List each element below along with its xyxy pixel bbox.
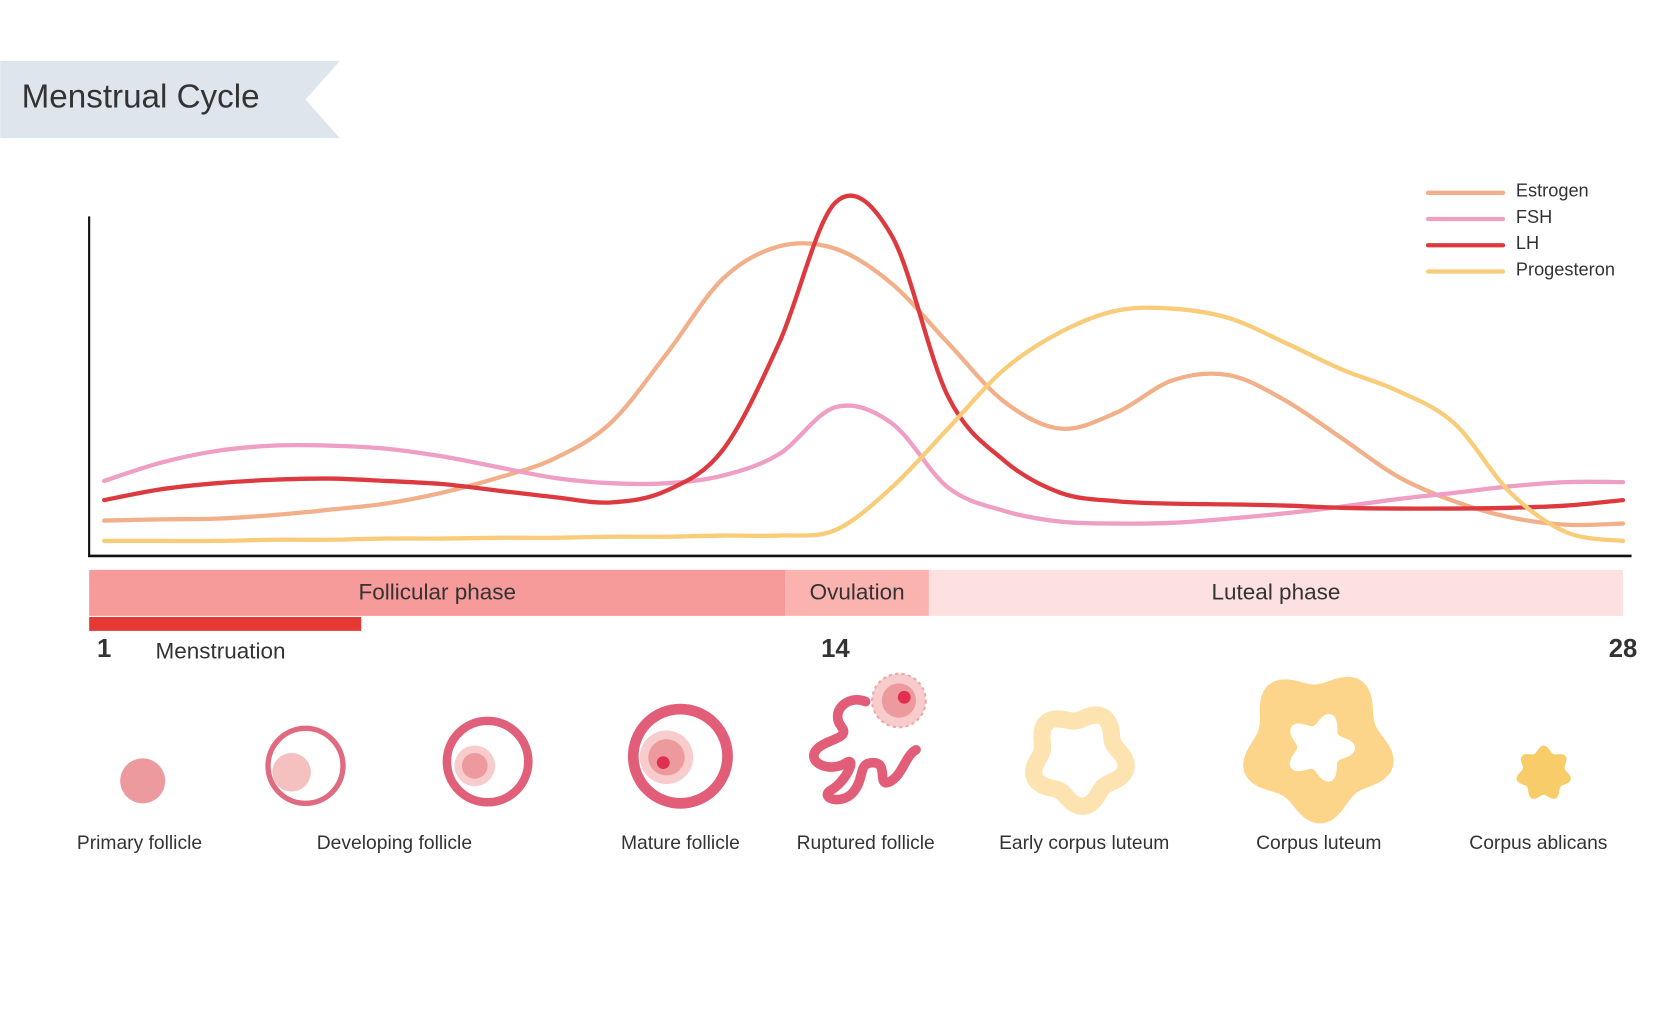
menstruation-label: Menstruation	[156, 638, 286, 663]
stage-label: Early corpus luteum	[999, 833, 1169, 854]
legend-label: FSH	[1516, 207, 1552, 227]
phase-label: Luteal phase	[1212, 579, 1341, 604]
series-line	[101, 241, 1626, 528]
series-line	[101, 193, 1626, 511]
ruptured-follicle-icon	[809, 695, 921, 805]
phase-band	[928, 569, 1623, 616]
released-egg	[897, 690, 911, 704]
mature-follicle-egg	[656, 756, 670, 770]
legend-label: LH	[1516, 233, 1539, 253]
legend-label: Estrogen	[1516, 181, 1589, 201]
developing-follicle-core	[272, 753, 311, 792]
stage-label: Primary follicle	[77, 833, 202, 854]
x-tick-label: 14	[821, 635, 850, 663]
title-banner	[0, 61, 340, 139]
stage-label: Corpus ablicans	[1469, 833, 1607, 854]
corpus-albicans-icon	[1516, 745, 1571, 799]
phase-band	[89, 569, 786, 616]
x-tick-label: 1	[97, 635, 111, 663]
corpus-luteum-center	[1289, 713, 1356, 782]
early-corpus-luteum-icon	[1025, 706, 1135, 816]
developing-follicle-core	[461, 753, 488, 779]
phase-band	[785, 569, 929, 616]
primary-follicle-icon	[120, 758, 166, 804]
series-line	[101, 403, 1626, 526]
phase-label: Ovulation	[810, 579, 905, 604]
chart-title: Menstrual Cycle	[22, 78, 260, 115]
stage-label: Ruptured follicle	[797, 833, 935, 854]
series-line	[101, 305, 1626, 544]
follicle-stages	[120, 672, 1571, 824]
phase-label: Follicular phase	[359, 579, 516, 604]
stage-label: Developing follicle	[317, 833, 472, 854]
stage-label: Corpus luteum	[1256, 833, 1381, 854]
x-tick-label: 28	[1609, 635, 1638, 663]
legend-label: Progesteron	[1516, 259, 1615, 279]
stage-label: Mature follicle	[621, 833, 740, 854]
menstruation-bar	[89, 616, 362, 631]
